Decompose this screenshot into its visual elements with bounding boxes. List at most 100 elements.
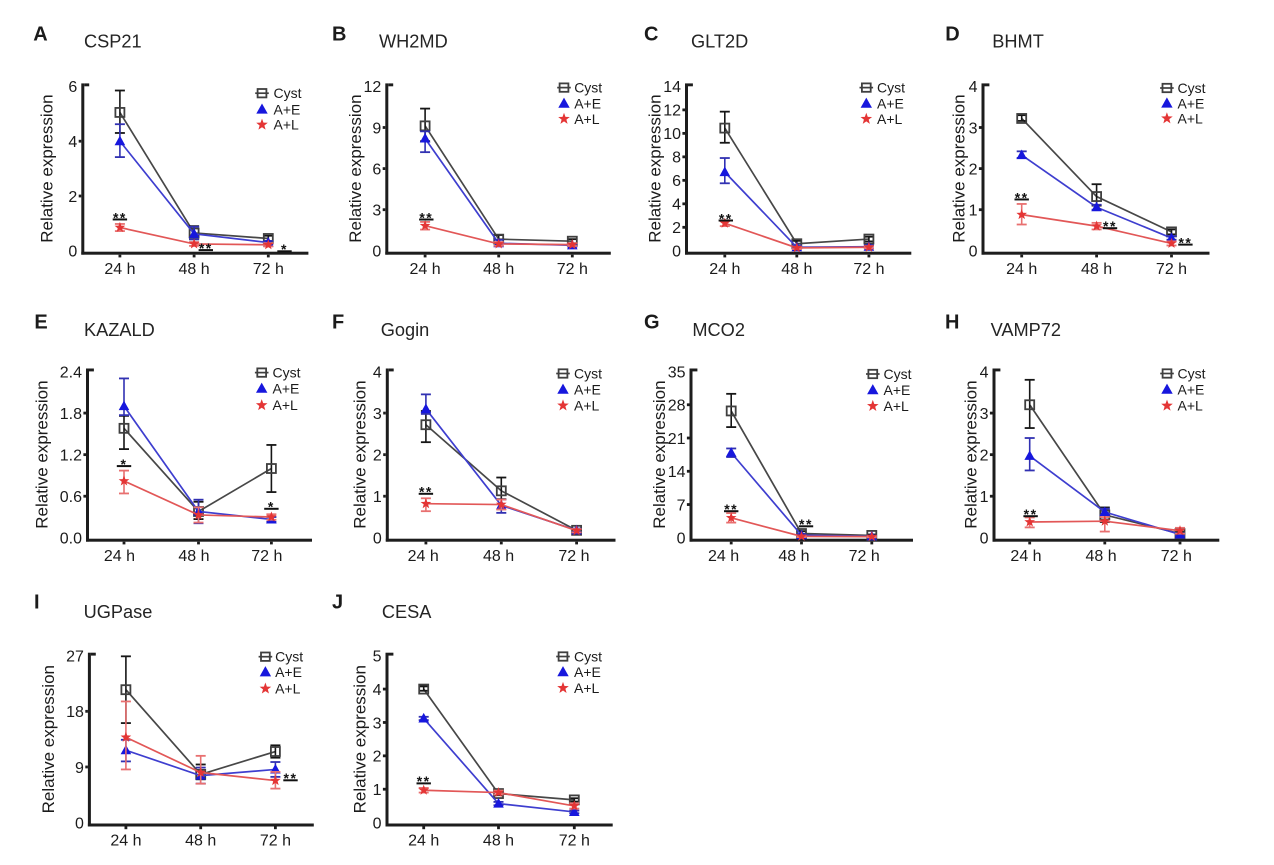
svg-text:1.2: 1.2 xyxy=(60,447,82,464)
svg-text:**: ** xyxy=(419,209,433,225)
svg-text:A+L: A+L xyxy=(574,398,600,414)
svg-text:2: 2 xyxy=(672,220,681,237)
svg-text:5: 5 xyxy=(373,649,382,666)
svg-text:J: J xyxy=(332,592,343,614)
svg-text:H: H xyxy=(945,311,959,333)
svg-text:A+L: A+L xyxy=(884,398,910,414)
svg-text:72 h: 72 h xyxy=(251,548,282,565)
svg-text:Relative expression: Relative expression xyxy=(38,94,57,242)
svg-text:0: 0 xyxy=(677,531,686,548)
svg-text:2.4: 2.4 xyxy=(60,364,82,381)
svg-text:24 h: 24 h xyxy=(104,548,135,565)
svg-text:Cyst: Cyst xyxy=(273,365,301,381)
svg-text:24 h: 24 h xyxy=(110,833,141,850)
svg-text:0: 0 xyxy=(68,244,77,261)
svg-text:G: G xyxy=(644,311,660,333)
svg-text:KAZALD: KAZALD xyxy=(84,320,155,340)
svg-text:A+L: A+L xyxy=(1178,110,1204,126)
svg-text:14: 14 xyxy=(668,464,686,481)
svg-text:Cyst: Cyst xyxy=(275,649,303,665)
svg-text:A+L: A+L xyxy=(574,680,600,696)
svg-text:I: I xyxy=(34,592,40,614)
svg-text:Cyst: Cyst xyxy=(1178,80,1206,96)
svg-text:Cyst: Cyst xyxy=(884,366,912,382)
svg-text:24 h: 24 h xyxy=(410,261,441,278)
svg-text:Cyst: Cyst xyxy=(574,80,602,96)
svg-text:24 h: 24 h xyxy=(408,548,439,565)
svg-text:24 h: 24 h xyxy=(1010,548,1041,565)
svg-text:3: 3 xyxy=(373,715,382,732)
svg-text:A+E: A+E xyxy=(1178,382,1205,398)
svg-text:4: 4 xyxy=(373,682,382,699)
svg-text:Cyst: Cyst xyxy=(1178,366,1206,382)
svg-text:48 h: 48 h xyxy=(778,548,809,565)
svg-text:Relative expression: Relative expression xyxy=(351,380,370,528)
svg-text:2: 2 xyxy=(980,447,989,464)
svg-text:Relative expression: Relative expression xyxy=(650,380,669,528)
svg-text:18: 18 xyxy=(66,704,84,721)
svg-text:D: D xyxy=(945,23,959,45)
svg-text:A+L: A+L xyxy=(574,111,600,127)
svg-text:Relative expression: Relative expression xyxy=(646,94,665,242)
svg-text:0: 0 xyxy=(373,815,382,832)
svg-text:0: 0 xyxy=(373,531,382,548)
svg-text:A+E: A+E xyxy=(574,96,601,112)
svg-text:24 h: 24 h xyxy=(408,833,439,850)
svg-text:2: 2 xyxy=(373,447,382,464)
svg-text:3: 3 xyxy=(372,203,381,220)
svg-text:48 h: 48 h xyxy=(781,261,812,278)
svg-text:*: * xyxy=(121,456,128,472)
svg-text:72 h: 72 h xyxy=(253,261,284,278)
svg-text:3: 3 xyxy=(969,120,978,137)
svg-text:**: ** xyxy=(1178,234,1192,250)
svg-text:VAMP72: VAMP72 xyxy=(991,320,1061,340)
svg-text:Cyst: Cyst xyxy=(574,366,602,382)
svg-text:**: ** xyxy=(284,770,298,786)
svg-text:24 h: 24 h xyxy=(709,261,740,278)
svg-text:CSP21: CSP21 xyxy=(84,31,142,51)
svg-text:A+E: A+E xyxy=(574,382,601,398)
svg-text:Relative expression: Relative expression xyxy=(39,665,58,813)
svg-text:9: 9 xyxy=(372,120,381,137)
svg-text:72 h: 72 h xyxy=(853,261,884,278)
svg-text:21: 21 xyxy=(668,431,686,448)
svg-text:**: ** xyxy=(417,773,431,789)
svg-text:4: 4 xyxy=(980,364,989,381)
svg-text:72 h: 72 h xyxy=(559,833,590,850)
svg-text:Cyst: Cyst xyxy=(574,649,602,665)
svg-text:A+E: A+E xyxy=(275,664,302,680)
svg-text:**: ** xyxy=(1024,506,1038,522)
svg-text:**: ** xyxy=(113,209,127,225)
svg-text:3: 3 xyxy=(980,406,989,423)
svg-text:A+L: A+L xyxy=(274,117,300,133)
svg-text:A+E: A+E xyxy=(884,382,911,398)
svg-text:10: 10 xyxy=(663,126,681,143)
svg-text:4: 4 xyxy=(969,79,978,96)
svg-text:**: ** xyxy=(799,516,813,532)
svg-text:48 h: 48 h xyxy=(483,261,514,278)
svg-text:A+L: A+L xyxy=(273,397,299,413)
svg-text:Relative expression: Relative expression xyxy=(351,665,370,813)
svg-text:8: 8 xyxy=(672,150,681,167)
svg-text:A+E: A+E xyxy=(273,381,300,397)
svg-text:2: 2 xyxy=(969,161,978,178)
svg-text:*: * xyxy=(281,241,288,257)
svg-text:72 h: 72 h xyxy=(260,833,291,850)
svg-text:3: 3 xyxy=(373,406,382,423)
svg-text:0.0: 0.0 xyxy=(60,531,82,548)
svg-text:24 h: 24 h xyxy=(1006,261,1037,278)
svg-text:35: 35 xyxy=(668,364,686,381)
svg-text:A+E: A+E xyxy=(877,96,904,112)
svg-text:2: 2 xyxy=(68,189,77,206)
svg-text:2: 2 xyxy=(373,749,382,766)
svg-text:A+E: A+E xyxy=(1178,95,1205,111)
svg-text:24 h: 24 h xyxy=(104,261,135,278)
svg-text:**: ** xyxy=(724,501,738,517)
svg-text:A+L: A+L xyxy=(1178,398,1204,414)
svg-text:1: 1 xyxy=(969,203,978,220)
svg-text:A+E: A+E xyxy=(274,101,301,117)
svg-text:24 h: 24 h xyxy=(708,548,739,565)
svg-text:E: E xyxy=(34,311,47,333)
svg-text:Relative expression: Relative expression xyxy=(950,94,969,242)
svg-text:Relative expression: Relative expression xyxy=(32,380,51,528)
